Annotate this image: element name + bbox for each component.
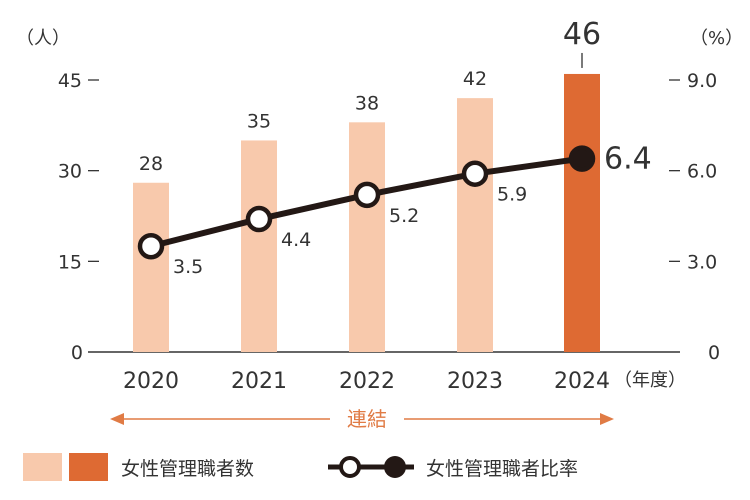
ratio-value-label: 3.5 [173,256,203,278]
bar-value-label-highlight: 46 [563,17,601,52]
bar-2023 [457,98,493,352]
bar-value-label: 42 [463,68,487,90]
ratio-value-label-highlight: 6.4 [604,142,652,177]
y-left-tick-label: 15 [58,251,82,273]
x-tick-label: 2024 [554,369,610,394]
data-labels: 28 35 38 42 46 3.5 4.4 5.2 5.9 6.4 [139,17,652,278]
ratio-point-2021 [245,205,273,233]
y-left-tick-label: 0 [71,342,83,364]
legend-marker-filled [384,456,406,478]
ratio-point-2024 [568,145,596,172]
bar-series [133,73,600,352]
annotation-arrowhead-left [110,413,124,425]
x-tick-label: 2021 [231,369,287,394]
y-right-tick-label: 3.0 [687,251,717,273]
y-right-tick-label: 0 [708,342,720,364]
bar-2024 [564,73,600,352]
x-axis-unit: （年度） [614,370,686,391]
ratio-value-label: 4.4 [281,229,311,251]
y-right-unit: （%） [690,28,743,49]
y-left-tick-label: 30 [58,161,82,183]
annotation-arrowhead-right [600,413,614,425]
bar-2021 [241,140,277,352]
legend-label-line: 女性管理職者比率 [426,458,578,480]
legend-swatch-bar-dark [69,453,108,481]
y-left-tick-label: 45 [58,70,82,92]
bar-2020 [133,182,169,352]
bar-value-label: 28 [139,153,163,175]
y-right-tick-label: 9.0 [687,70,717,92]
legend-marker-hollow [339,456,361,478]
ratio-point-2022 [353,181,381,209]
ratio-point-2020 [137,232,165,260]
ratio-value-label: 5.9 [497,184,527,206]
x-tick-label: 2022 [339,369,395,394]
bar-2022 [349,122,385,352]
legend-swatch-bar-light [23,453,62,481]
y-left-unit: （人） [16,28,70,49]
y-right-tick-label: 6.0 [687,161,717,183]
annotation-label: 連結 [347,407,387,431]
ratio-value-label: 5.2 [389,205,419,227]
chart-axes: 0 15 30 45 （人） 0 3.0 6.0 9.0 （%） 2020 2021 2022 2023 2… [16,28,743,394]
bar-value-label: 35 [247,110,271,132]
consolidated-range-annotation: 連結 [110,407,614,431]
x-tick-label: 2020 [123,369,179,394]
legend: 女性管理職者数 女性管理職者比率 [23,453,578,481]
legend-label-bar: 女性管理職者数 [121,458,254,480]
x-tick-label: 2023 [447,369,503,394]
ratio-point-2023 [461,160,489,187]
line-series [137,145,596,260]
bar-value-label: 38 [355,92,379,114]
